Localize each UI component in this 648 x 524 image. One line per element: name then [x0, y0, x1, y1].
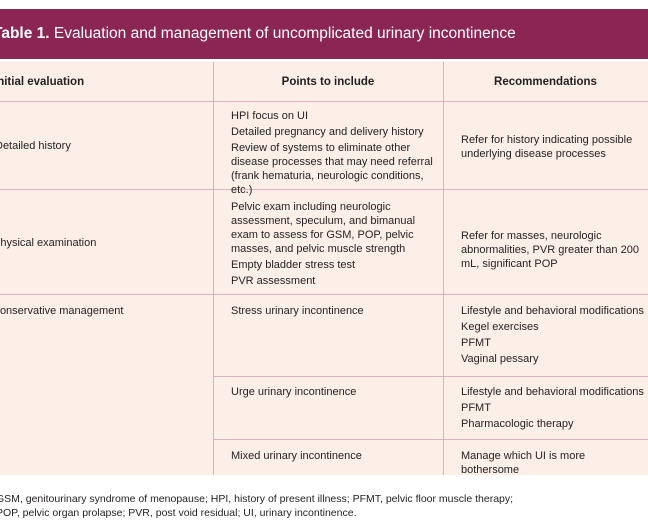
recommendation-text: Refer for history indicating possible un… — [461, 134, 633, 160]
recommendation-list: Lifestyle and behavioral modifications P… — [461, 385, 646, 433]
table-title: Table 1. Evaluation and management of un… — [0, 9, 648, 59]
recommendation-item: Vaginal pessary — [461, 353, 539, 365]
footnote-line: GSM, genitourinary syndrome of menopause… — [0, 493, 514, 505]
recommendation-item: Pharmacologic therapy — [461, 418, 574, 430]
header-initial-evaluation: Initial evaluation — [0, 76, 85, 88]
footnote-line: POP, pelvic organ prolapse; PVR, post vo… — [0, 507, 357, 519]
points-list: Pelvic exam including neurologic assessm… — [231, 200, 436, 290]
row-divider — [213, 376, 648, 377]
header-recommendations: Recommendations — [494, 76, 597, 88]
recommendation-item: PFMT — [461, 337, 491, 349]
point-item: Review of systems to eliminate other dis… — [231, 142, 433, 196]
point-item: Detailed pregnancy and delivery history — [231, 126, 424, 138]
point-item: HPI focus on UI — [231, 110, 309, 122]
table-number: Table 1. — [0, 25, 50, 42]
point-item: Empty bladder stress test — [231, 259, 356, 271]
recommendation-item: Lifestyle and behavioral modifications — [461, 305, 644, 317]
row-divider — [0, 294, 648, 295]
subrow-point: Mixed urinary incontinence — [231, 450, 362, 462]
recommendation-list: Manage which UI is more bothersome — [461, 449, 646, 479]
recommendation-list: Lifestyle and behavioral modifications K… — [461, 304, 646, 368]
row-evaluation-label: Detailed history — [0, 140, 71, 152]
header-points-to-include: Points to include — [281, 76, 375, 88]
row-evaluation-label: Conservative management — [0, 305, 124, 317]
table-body: Initial evaluation Points to include Rec… — [0, 62, 648, 476]
recommendation-item: Manage which UI is more bothersome — [461, 450, 586, 476]
subrow-point: Stress urinary incontinence — [231, 305, 364, 317]
recommendation-item: Kegel exercises — [461, 321, 539, 333]
column-divider — [443, 62, 444, 475]
points-list: HPI focus on UI Detailed pregnancy and d… — [231, 109, 436, 199]
point-item: Pelvic exam including neurologic assessm… — [231, 201, 416, 255]
table-footnote: GSM, genitourinary syndrome of menopause… — [0, 492, 648, 520]
recommendation-item: Lifestyle and behavioral modifications — [461, 386, 644, 398]
row-divider — [213, 439, 648, 440]
subrow-point: Urge urinary incontinence — [231, 386, 357, 398]
row-divider — [0, 189, 648, 190]
point-item: PVR assessment — [231, 275, 316, 287]
row-divider — [0, 101, 648, 102]
recommendation-item: PFMT — [461, 402, 491, 414]
recommendation-text: Refer for masses, neurologic abnormaliti… — [461, 230, 639, 270]
row-evaluation-label: Physical examination — [0, 237, 97, 249]
column-divider — [213, 62, 214, 475]
table-title-text: Evaluation and management of uncomplicat… — [53, 25, 516, 42]
